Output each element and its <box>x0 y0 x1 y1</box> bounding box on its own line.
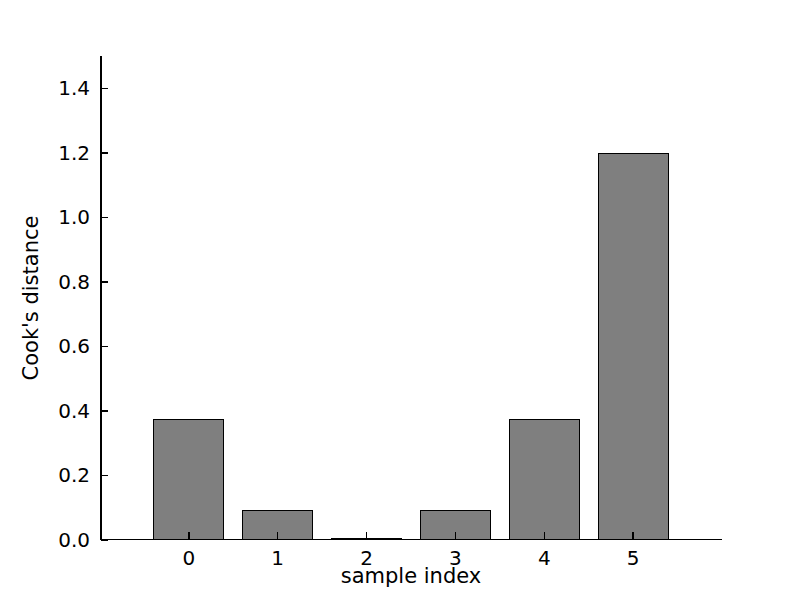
x-tick <box>544 532 546 539</box>
bar <box>509 419 580 540</box>
x-tick <box>366 532 368 539</box>
bar <box>598 153 669 540</box>
y-axis-spine <box>100 56 102 540</box>
y-tick <box>101 152 108 154</box>
y-tick-label: 1.2 <box>0 141 90 165</box>
y-tick <box>101 410 108 412</box>
plot-area <box>100 56 722 540</box>
y-tick <box>101 539 108 541</box>
y-tick-label: 0.6 <box>0 334 90 358</box>
y-tick <box>101 346 108 348</box>
y-tick <box>101 281 108 283</box>
x-tick <box>632 532 634 539</box>
x-tick <box>277 532 279 539</box>
y-tick-label: 1.4 <box>0 76 90 100</box>
figure: Cook's distance 0.00.20.40.60.81.01.21.4… <box>0 0 800 600</box>
x-axis-spine <box>100 539 722 541</box>
y-tick-label: 1.0 <box>0 205 90 229</box>
y-tick-label: 0.4 <box>0 399 90 423</box>
y-tick <box>101 475 108 477</box>
x-tick <box>455 532 457 539</box>
x-axis-title: sample index <box>100 564 722 588</box>
y-tick <box>101 217 108 219</box>
x-tick <box>188 532 190 539</box>
y-tick-label: 0.0 <box>0 528 90 552</box>
y-tick <box>101 88 108 90</box>
bar <box>153 419 224 540</box>
y-tick-label: 0.8 <box>0 270 90 294</box>
y-tick-label: 0.2 <box>0 463 90 487</box>
